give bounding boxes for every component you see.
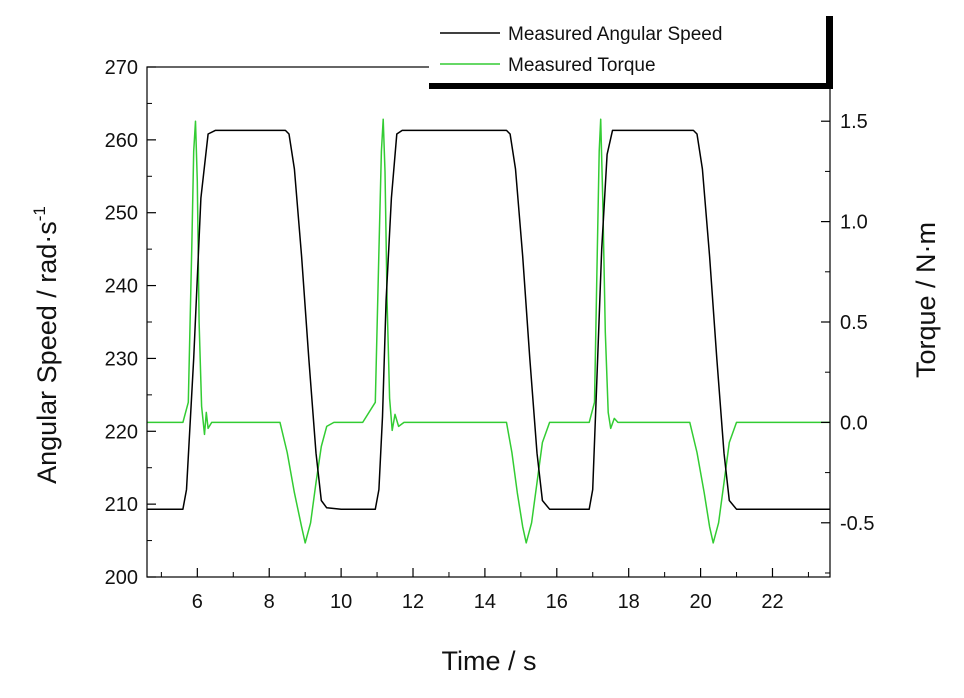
x-tick-label-16: 16	[546, 591, 568, 613]
legend: Measured Angular Speed Measured Torque	[429, 12, 833, 89]
y-axis-right-title: Torque / N·m	[911, 222, 941, 378]
series-line-angular-speed	[147, 129, 830, 510]
y-right-tick-label--0.5: -0.5	[840, 513, 874, 535]
y-axis-left-title-superscript: -1	[30, 206, 49, 221]
y-left-tick-label-240: 240	[105, 276, 138, 298]
y-left-tick-label-270: 270	[105, 57, 138, 79]
legend-shadow-right	[826, 16, 833, 85]
y-right-tick-label-0.0: 0.0	[840, 412, 868, 434]
legend-box	[429, 12, 826, 85]
y-left-tick-label-250: 250	[105, 203, 138, 225]
series-layer	[147, 118, 830, 544]
legend-shadow-bottom	[429, 83, 833, 89]
tick-labels: 6 8 10 12 14 16 18 20 22 200 210 220 230 240 250 260 270…	[105, 57, 875, 613]
y-right-tick-label-1.5: 1.5	[840, 111, 868, 133]
x-tick-label-10: 10	[330, 591, 352, 613]
y-left-tick-label-200: 200	[105, 567, 138, 589]
y-left-tick-label-230: 230	[105, 348, 138, 370]
x-tick-label-8: 8	[264, 591, 275, 613]
x-tick-label-14: 14	[474, 591, 496, 613]
legend-label-torque: Measured Torque	[508, 55, 656, 76]
y-axis-left-title: Angular Speed / rad·s-1	[30, 206, 62, 484]
plot-frame	[146, 66, 831, 578]
y-left-tick-label-220: 220	[105, 421, 138, 443]
tick-marks	[147, 66, 830, 578]
svg-text:Torque / N·m: Torque / N·m	[911, 222, 941, 378]
svg-text:Angular Speed / rad·s-1: Angular Speed / rad·s-1	[30, 206, 62, 484]
x-tick-label-18: 18	[618, 591, 640, 613]
series-line-torque	[147, 118, 830, 544]
x-tick-label-12: 12	[402, 591, 424, 613]
y-axis-left-title-text: Angular Speed / rad·s	[32, 221, 62, 484]
x-tick-label-22: 22	[761, 591, 783, 613]
legend-label-angular-speed: Measured Angular Speed	[508, 24, 722, 45]
y-left-tick-label-260: 260	[105, 130, 138, 152]
x-tick-label-20: 20	[689, 591, 711, 613]
x-axis-title: Time / s	[441, 646, 536, 676]
axes	[146, 66, 831, 578]
x-tick-label-6: 6	[192, 591, 203, 613]
y-right-tick-label-1.0: 1.0	[840, 212, 868, 234]
y-left-tick-label-210: 210	[105, 494, 138, 516]
y-right-tick-label-0.5: 0.5	[840, 312, 868, 334]
